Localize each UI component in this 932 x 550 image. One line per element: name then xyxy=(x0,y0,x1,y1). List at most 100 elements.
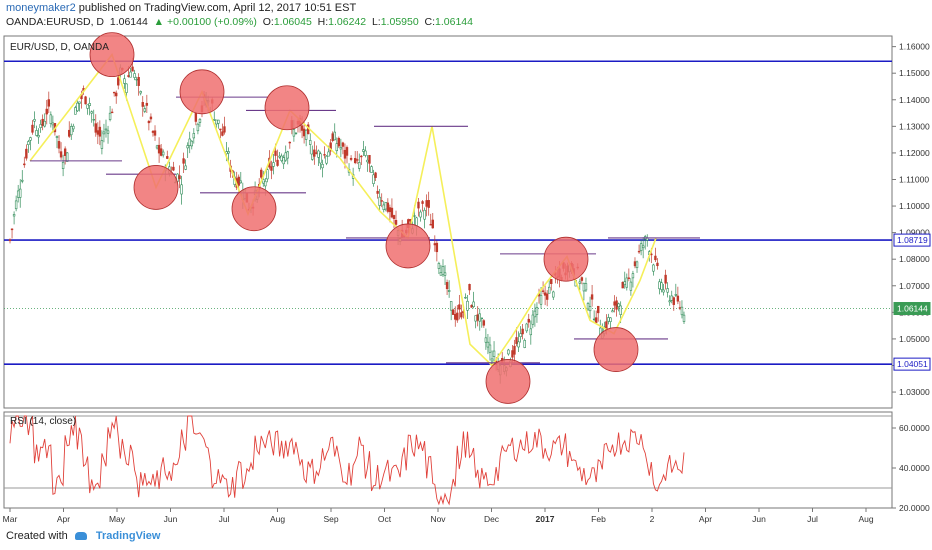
candle-body xyxy=(186,145,189,149)
y-tick-label: 1.05000 xyxy=(899,334,930,344)
candle-body xyxy=(580,277,584,281)
candle-body xyxy=(45,108,48,115)
candle-body xyxy=(110,111,114,114)
y-tick-label: 1.15000 xyxy=(899,68,930,78)
candle-body xyxy=(292,129,296,137)
price-badge xyxy=(893,302,931,316)
candle-body xyxy=(635,261,639,268)
candle-body xyxy=(590,294,594,300)
candle-body xyxy=(96,130,100,135)
candle-body xyxy=(521,328,524,335)
candle-body xyxy=(274,150,277,156)
candle-body xyxy=(178,175,181,180)
candle-body xyxy=(433,243,437,246)
candle-body xyxy=(104,128,108,131)
candle-body xyxy=(456,312,459,321)
candle-body xyxy=(374,172,377,178)
candle-body xyxy=(47,99,51,107)
candle-body xyxy=(100,140,104,149)
candle-body xyxy=(284,152,287,161)
candle-body xyxy=(666,288,669,293)
candle-body xyxy=(198,118,202,123)
candle-body xyxy=(468,284,471,291)
x-tick-label: Apr xyxy=(57,514,70,524)
candle-body xyxy=(131,66,134,72)
price-badge xyxy=(893,233,931,247)
symbol-header: OANDA:EURUSD, D 1.06144 ▲ +0.00100 (+0.0… xyxy=(6,16,473,28)
pivot-marker xyxy=(593,327,639,372)
candle-body xyxy=(452,309,455,315)
candle-body xyxy=(511,350,514,358)
pivot-marker xyxy=(89,32,135,77)
candle-body xyxy=(507,349,510,355)
candle-body xyxy=(550,279,553,285)
candle-body xyxy=(437,263,441,269)
candle-body xyxy=(41,118,44,126)
candle-body xyxy=(219,128,222,131)
candle-body xyxy=(378,196,381,206)
candle-body xyxy=(523,340,526,348)
candle-body xyxy=(439,272,443,276)
candle-body xyxy=(584,283,588,291)
candle-body xyxy=(319,153,322,164)
candle-body xyxy=(112,91,116,94)
candle-body xyxy=(123,78,126,84)
candle-body xyxy=(578,281,582,284)
candle-body xyxy=(464,296,467,299)
last-price: 1.06144 xyxy=(109,16,148,28)
low-label: L: xyxy=(371,16,381,28)
candle-body xyxy=(10,228,14,231)
candle-body xyxy=(592,318,596,321)
candle-body xyxy=(449,301,453,311)
candle-body xyxy=(513,345,516,355)
candle-body xyxy=(609,317,612,322)
candle-body xyxy=(19,188,22,198)
footer: Created with TradingView xyxy=(6,530,160,542)
candle-body xyxy=(43,120,46,127)
candle-body xyxy=(21,179,24,182)
candle-body xyxy=(668,300,671,303)
candle-body xyxy=(529,328,533,336)
candle-body xyxy=(8,239,12,242)
rsi-pane xyxy=(3,411,893,509)
candle-body xyxy=(625,277,629,288)
candle-body xyxy=(155,145,159,149)
x-tick-label: 2017 xyxy=(536,514,555,524)
candle-body xyxy=(339,147,343,150)
candle-body xyxy=(394,220,398,225)
candle-body xyxy=(317,150,320,158)
candle-body xyxy=(63,148,67,156)
candle-body xyxy=(286,151,289,159)
candle-body xyxy=(227,151,230,154)
candle-body xyxy=(190,140,193,147)
candle-body xyxy=(617,303,620,307)
candle-body xyxy=(356,159,359,161)
y-tick-label: 1.12000 xyxy=(899,148,930,158)
x-tick-label: Aug xyxy=(270,514,285,524)
candle-body xyxy=(425,200,428,207)
candle-body xyxy=(384,202,388,210)
candle-body xyxy=(16,190,20,198)
pivot-marker xyxy=(133,165,179,210)
candle-body xyxy=(302,128,306,137)
candle-body xyxy=(151,130,155,133)
candle-body xyxy=(313,149,316,157)
y-tick-label: 1.14000 xyxy=(899,95,930,105)
candle-body xyxy=(662,289,665,293)
candle-body xyxy=(486,341,490,348)
publish-info: published on TradingView.com, April 12, … xyxy=(78,2,357,14)
candle-body xyxy=(382,204,385,210)
author-link[interactable]: moneymaker2 xyxy=(6,2,76,14)
x-tick-label: Nov xyxy=(430,514,446,524)
x-tick-label: 2 xyxy=(650,514,655,524)
candle-body xyxy=(184,165,187,170)
candle-body xyxy=(51,122,55,126)
candle-body xyxy=(221,131,224,136)
tradingview-brand[interactable]: TradingView xyxy=(95,530,161,542)
candle-body xyxy=(674,294,678,296)
candle-body xyxy=(39,124,42,128)
created-with-label: Created with xyxy=(6,530,68,542)
candle-body xyxy=(490,358,494,362)
candle-body xyxy=(304,129,308,140)
